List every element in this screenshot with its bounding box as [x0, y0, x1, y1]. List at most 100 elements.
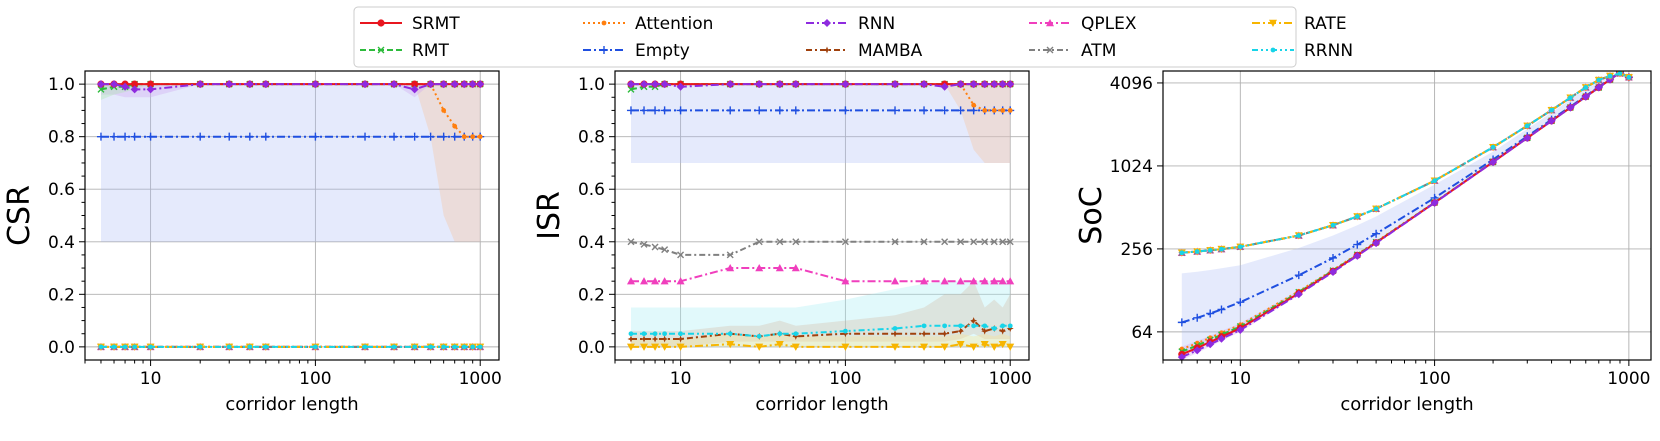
data-point-mamba — [957, 327, 965, 335]
data-point-rnn — [450, 80, 459, 89]
y-tick-label: 256 — [1121, 240, 1153, 260]
data-point-empty — [450, 132, 459, 141]
legend-marker-rrnn — [1270, 47, 1276, 53]
data-point-rrnn — [1354, 214, 1360, 219]
y-tick-label: 1.0 — [48, 75, 75, 95]
data-point-empty — [426, 132, 435, 141]
data-point-empty — [196, 132, 205, 141]
data-point-empty — [1329, 253, 1337, 262]
data-point-rate — [660, 343, 669, 351]
data-point-qplex — [891, 277, 900, 285]
data-point-rrnn — [428, 344, 434, 350]
y-tick-label: 0.2 — [48, 285, 75, 305]
series-atm — [1178, 71, 1633, 257]
legend-label-atm: ATM — [1081, 41, 1116, 61]
data-point-rrnn — [662, 331, 668, 337]
band-attention — [631, 84, 1011, 163]
y-tick-label: 0.0 — [578, 338, 605, 358]
y-tick-label: 0.6 — [578, 180, 605, 200]
legend-frame — [353, 6, 1297, 68]
y-tick-label: 4096 — [1110, 74, 1153, 94]
data-point-rrnn — [991, 326, 997, 331]
data-point-empty — [940, 106, 949, 115]
series-line-atm — [1181, 72, 1630, 254]
data-point-rnn — [225, 80, 234, 89]
y-tick-label: 0.2 — [578, 285, 605, 305]
data-point-rrnn — [777, 331, 783, 337]
data-point-rnn — [1566, 103, 1575, 112]
data-point-mamba — [891, 330, 899, 338]
data-point-rnn — [476, 80, 485, 89]
legend-marker-rnn — [823, 19, 831, 27]
legend-label-rmt: RMT — [412, 41, 449, 61]
data-point-rnn — [311, 80, 320, 89]
data-point-rrnn — [1490, 144, 1496, 150]
data-point-rrnn — [1617, 71, 1623, 76]
data-point-rnn — [1547, 116, 1556, 125]
x-axis: 10 100 1000 corridor length — [1162, 360, 1650, 415]
data-point-rrnn — [1607, 73, 1613, 79]
band-rnn — [101, 84, 481, 98]
data-point-rnn — [726, 80, 735, 89]
data-point-rnn — [426, 80, 435, 89]
data-point-rnn — [791, 80, 800, 89]
legend-item-mamba: MAMBA — [806, 41, 923, 61]
band-mamba — [631, 281, 1011, 347]
data-point-atm — [941, 238, 949, 246]
legend-item-empty: Empty — [583, 41, 690, 61]
series-line-mamba — [1181, 72, 1630, 254]
data-point-qplex — [651, 277, 660, 285]
band-rate — [631, 333, 1011, 347]
data-point-rnn — [1193, 346, 1202, 355]
data-point-atm — [920, 238, 928, 246]
data-point-rrnn — [1194, 249, 1200, 254]
legend-item-rnn: RNN — [806, 14, 895, 34]
legend-label-attention: Attention — [635, 14, 713, 34]
data-point-rnn — [110, 80, 119, 89]
data-point-rrnn — [148, 344, 153, 350]
x-tick-label: 10 — [670, 369, 692, 389]
data-point-rrnn — [921, 323, 927, 329]
series-rate — [1177, 71, 1633, 257]
data-point-rate — [940, 343, 949, 351]
series-mamba — [1178, 71, 1633, 257]
legend-marker-mamba — [823, 46, 831, 54]
data-point-qplex — [990, 277, 999, 285]
data-point-rnn — [1329, 268, 1338, 277]
data-point-rrnn — [641, 331, 647, 337]
data-point-rrnn — [132, 344, 138, 350]
data-point-rate — [891, 343, 900, 351]
data-point-rate — [640, 343, 649, 351]
data-point-rnn — [891, 80, 900, 89]
data-point-rnn — [920, 80, 929, 89]
data-point-mamba — [661, 335, 669, 343]
data-point-attention — [441, 108, 447, 113]
data-point-rnn — [980, 80, 989, 89]
x-tick-label: 100 — [829, 369, 861, 389]
data-point-empty — [1193, 313, 1202, 322]
data-point-qplex — [775, 264, 784, 272]
x-axis: 10 100 1000 corridor length — [614, 360, 1032, 415]
series-line-qplex — [631, 267, 1011, 283]
data-point-rrnn — [727, 331, 733, 337]
data-point-qplex — [969, 277, 978, 285]
legend-marker-atm — [1046, 46, 1054, 54]
data-point-attention — [1007, 108, 1013, 113]
data-point-rnn — [990, 80, 999, 89]
legend-marker-srmt — [377, 19, 385, 27]
data-point-empty — [1372, 229, 1381, 238]
band-rnn — [1181, 72, 1629, 360]
data-point-rate — [755, 343, 764, 351]
data-point-atm — [651, 243, 659, 251]
data-point-rrnn — [1237, 244, 1243, 250]
data-point-empty — [956, 106, 965, 115]
series-atm — [627, 238, 1014, 259]
legend-label-rnn: RNN — [858, 14, 895, 34]
data-point-empty — [791, 106, 800, 115]
data-point-rrnn — [1432, 178, 1437, 184]
data-point-rnn — [96, 80, 105, 89]
data-point-qplex — [626, 277, 635, 285]
series-rrnn — [98, 344, 483, 350]
data-point-qplex — [791, 264, 800, 272]
band-empty — [101, 84, 481, 242]
